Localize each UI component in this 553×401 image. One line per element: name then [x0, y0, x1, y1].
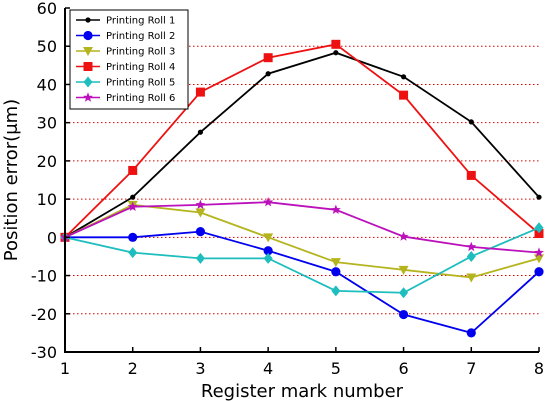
legend-marker: [85, 17, 91, 23]
data-point: [534, 229, 544, 239]
data-point: [195, 208, 206, 218]
x-tick-label: 1: [60, 359, 70, 378]
series-5: [60, 222, 544, 299]
legend-marker: [83, 47, 93, 56]
data-point: [536, 194, 542, 200]
data-point: [331, 267, 341, 277]
series-4: [60, 39, 544, 242]
legend-item: Printing Roll 5: [76, 76, 175, 89]
data-point: [534, 267, 544, 277]
x-tick-label: 7: [466, 359, 476, 378]
legend-label: Printing Roll 6: [106, 93, 175, 104]
legend-item: Printing Roll 2: [76, 30, 175, 42]
y-tick-label: -30: [31, 343, 57, 362]
y-tick-label: 40: [37, 75, 57, 94]
data-point: [466, 328, 476, 338]
series-line: [64, 51, 540, 239]
series-line: [65, 230, 540, 334]
data-point: [534, 222, 544, 234]
data-point: [331, 39, 341, 49]
legend-marker: [83, 62, 93, 71]
axes: [64, 7, 540, 353]
data-point: [400, 74, 407, 80]
legend-label: Printing Roll 1: [106, 16, 175, 27]
y-tick-label: 30: [37, 114, 57, 133]
y-tick-label: 0: [47, 228, 57, 247]
legend-marker: [83, 76, 93, 88]
legend: Printing Roll 1 Printing Roll 2 Printing R…: [69, 9, 189, 110]
y-tick-label: 10: [37, 190, 57, 209]
x-axis-title: Register mark number: [201, 381, 404, 401]
data-point: [466, 250, 476, 262]
x-tick-label: 5: [331, 359, 341, 378]
tick-labels: -30 -20 -10 0 10 20 30 40 50 60 1 2 3 4 5 6 7 8: [31, 0, 544, 378]
series-2: [60, 227, 544, 338]
data-point: [195, 199, 206, 210]
legend-box: [69, 9, 189, 110]
legend-marker: [83, 92, 93, 102]
series-line: [64, 201, 540, 254]
data-point: [534, 254, 544, 264]
data-point: [128, 165, 138, 175]
data-point: [331, 285, 341, 297]
series-layer: [60, 39, 544, 338]
data-point: [195, 87, 205, 97]
legend-item: Printing Roll 6: [76, 92, 175, 104]
data-point: [127, 201, 138, 211]
data-point: [466, 170, 476, 180]
data-point: [195, 227, 206, 237]
legend-item: Printing Roll 3: [76, 47, 175, 58]
data-point: [466, 273, 477, 283]
data-point: [330, 204, 341, 215]
legend-item: Printing Roll 4: [76, 62, 175, 73]
x-tick-label: 3: [195, 359, 205, 378]
legend-marker: [83, 30, 93, 41]
data-point: [263, 233, 274, 243]
data-point: [466, 241, 477, 252]
data-point: [330, 258, 341, 268]
y-axis-title: Position error(μm): [1, 99, 22, 261]
data-point: [534, 247, 544, 257]
x-tick-label: 4: [263, 359, 273, 378]
data-point: [128, 247, 138, 259]
y-tick-label: 50: [37, 37, 57, 56]
legend-label: Printing Roll 2: [106, 31, 175, 42]
data-point: [263, 246, 273, 256]
data-point: [128, 232, 138, 242]
legend-label: Printing Roll 4: [106, 62, 175, 73]
y-tick-label: 60: [37, 0, 57, 18]
y-tick-label: 20: [37, 152, 57, 171]
legend-item: Printing Roll 1: [76, 16, 175, 27]
series-line: [64, 43, 540, 238]
data-point: [398, 309, 409, 320]
series-line: [64, 226, 540, 294]
series-6: [60, 196, 544, 257]
data-point: [398, 231, 409, 241]
data-point: [399, 90, 409, 100]
data-point: [195, 252, 205, 264]
series-line: [64, 203, 540, 279]
data-point: [130, 194, 136, 200]
data-point: [399, 287, 409, 299]
legend-label: Printing Roll 3: [106, 47, 175, 58]
data-point: [398, 265, 409, 275]
data-point: [333, 50, 339, 56]
data-point: [263, 196, 274, 207]
legend-label: Printing Roll 5: [106, 78, 175, 89]
data-point: [197, 129, 204, 135]
data-point: [263, 252, 273, 264]
data-point: [263, 53, 273, 63]
data-point: [468, 119, 474, 125]
y-tick-label: -10: [31, 267, 57, 286]
data-point: [265, 71, 271, 77]
x-tick-label: 2: [128, 359, 138, 378]
x-tick-label: 6: [398, 359, 408, 378]
x-tick-label: 8: [534, 359, 544, 378]
y-tick-label: -20: [31, 305, 57, 324]
